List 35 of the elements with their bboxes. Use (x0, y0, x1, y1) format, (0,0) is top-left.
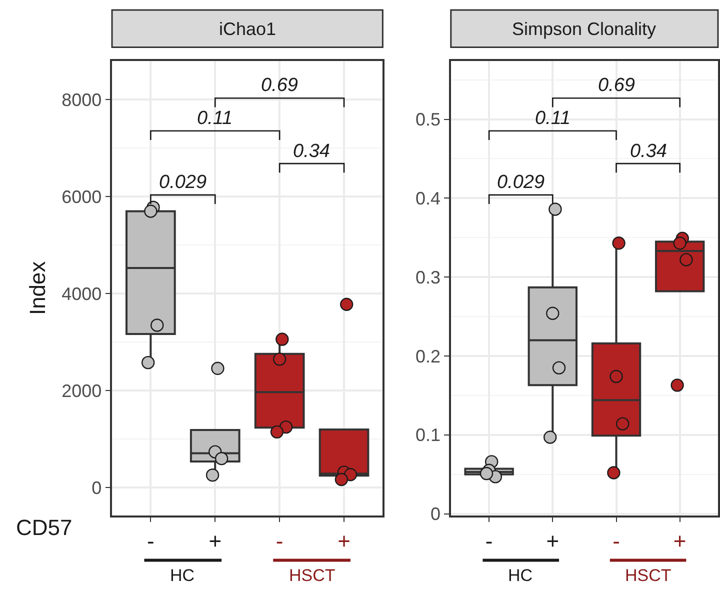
x-tick-label: + (208, 528, 222, 554)
annotation: 0.11 (535, 108, 571, 129)
x-tick-label: - (612, 528, 620, 554)
annotation: 0.029 (159, 172, 207, 193)
text: HSCT (289, 566, 336, 585)
y-tick-label: 0 (430, 504, 441, 524)
y-tick-label: 0 (92, 478, 102, 498)
annotation: 0.69 (261, 75, 298, 96)
text: CD57 (16, 515, 72, 540)
x-tick-label: + (338, 528, 350, 554)
chart-title: iChao1 (219, 19, 276, 39)
y-tick-label: 0.1 (416, 425, 441, 446)
y-tick-label: 0.3 (416, 267, 441, 288)
annotation: 0.34 (630, 141, 667, 162)
y-tick-label: 0.5 (416, 110, 441, 130)
y-tick-label: 8000 (62, 90, 102, 110)
annotation: 0.029 (497, 172, 545, 193)
y-tick-label: 6000 (62, 186, 102, 207)
text: HSCT (625, 566, 672, 585)
annotation: 0.11 (197, 108, 233, 129)
annotation: 0.69 (598, 75, 636, 96)
text: HC (170, 566, 195, 585)
x-tick-label: + (673, 528, 686, 554)
chart-title: Simpson Clonality (512, 19, 656, 39)
y-tick-label: 4000 (62, 284, 102, 304)
annotation: 0.34 (293, 141, 330, 162)
x-tick-label: - (147, 528, 154, 554)
text: HC (508, 566, 533, 585)
x-tick-label: - (485, 528, 493, 554)
y-tick-label: 0.2 (416, 346, 441, 366)
y-tick-label: 2000 (62, 380, 102, 401)
y-tick-label: 0.4 (416, 188, 441, 208)
x-tick-label: - (276, 528, 284, 554)
y-axis-title: Index (24, 261, 50, 316)
x-tick-label: + (546, 528, 560, 554)
